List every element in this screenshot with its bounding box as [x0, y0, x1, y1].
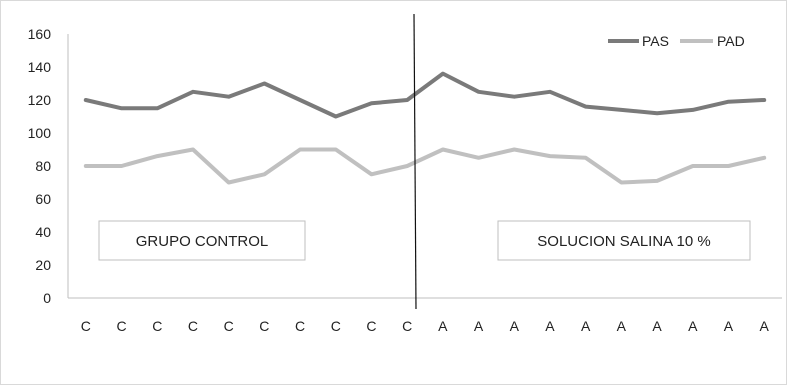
- x-tick-label: A: [724, 318, 734, 334]
- x-tick-label: C: [259, 318, 269, 334]
- y-tick-label: 160: [28, 26, 52, 42]
- group-label-saline: SOLUCION SALINA 10 %: [537, 233, 710, 250]
- y-tick-label: 40: [35, 224, 51, 240]
- series-line-pas: [83, 71, 767, 119]
- x-tick-label: A: [688, 318, 698, 334]
- series-layer: [83, 71, 767, 185]
- y-tick-label: 100: [28, 125, 52, 141]
- x-tick-label: A: [581, 318, 591, 334]
- legend-item-pad: PAD: [680, 33, 745, 49]
- y-tick-label: 0: [43, 290, 51, 306]
- legend-label-pas: PAS: [642, 33, 669, 49]
- x-tick-label: A: [474, 318, 484, 334]
- x-tick-label: C: [402, 318, 412, 334]
- group-box-control: GRUPO CONTROL: [98, 220, 306, 261]
- y-tick-labels: 0 20 40 60 80 100 120 140 160: [28, 26, 52, 306]
- legend-item-pas: PAS: [608, 33, 669, 49]
- group-label-control: GRUPO CONTROL: [136, 233, 269, 250]
- x-tick-label: A: [759, 318, 769, 334]
- x-tick-label: A: [617, 318, 627, 334]
- x-tick-label: A: [438, 318, 448, 334]
- group-divider-line: [413, 13, 417, 310]
- x-tick-label: C: [295, 318, 305, 334]
- y-tick-label: 120: [28, 92, 52, 108]
- x-tick-label: A: [652, 318, 662, 334]
- x-tick-label: A: [545, 318, 555, 334]
- x-tick-label: C: [81, 318, 91, 334]
- x-tick-label: C: [331, 318, 341, 334]
- x-tick-label: C: [152, 318, 162, 334]
- x-tick-label: C: [224, 318, 234, 334]
- legend-label-pad: PAD: [717, 33, 745, 49]
- series-line-pad: [83, 147, 767, 185]
- y-tick-label: 20: [35, 257, 51, 273]
- x-tick-label: C: [116, 318, 126, 334]
- axes: [67, 34, 782, 299]
- group-box-saline: SOLUCION SALINA 10 %: [497, 220, 751, 261]
- x-tick-label: C: [188, 318, 198, 334]
- x-tick-label: C: [366, 318, 376, 334]
- legend: PAS PAD: [608, 33, 745, 49]
- x-tick-label: A: [510, 318, 520, 334]
- y-tick-label: 60: [35, 191, 51, 207]
- y-tick-label: 140: [28, 59, 52, 75]
- y-tick-label: 80: [35, 158, 51, 174]
